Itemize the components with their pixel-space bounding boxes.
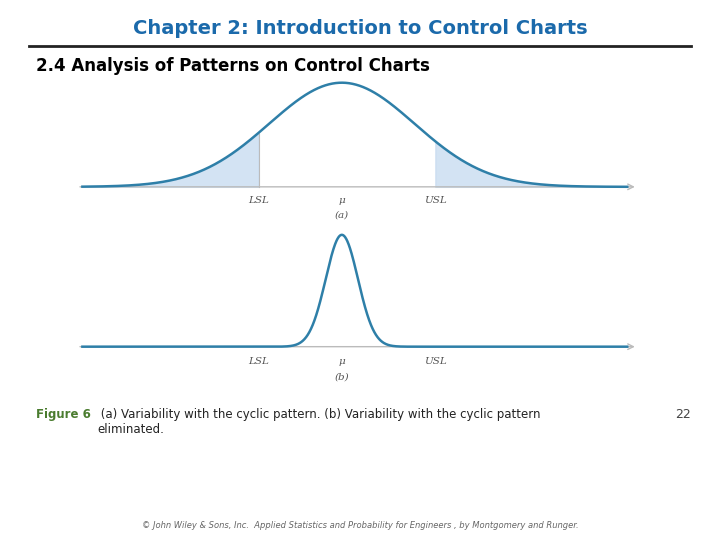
Text: (b): (b) (335, 373, 349, 381)
Text: Figure 6: Figure 6 (36, 408, 91, 421)
Text: LSL: LSL (248, 196, 269, 205)
Text: © John Wiley & Sons, Inc.  Applied Statistics and Probability for Engineers , by: © John Wiley & Sons, Inc. Applied Statis… (142, 521, 578, 530)
Text: 2.4 Analysis of Patterns on Control Charts: 2.4 Analysis of Patterns on Control Char… (36, 57, 430, 75)
Text: USL: USL (424, 196, 446, 205)
Text: μ: μ (338, 196, 345, 205)
Text: (a) Variability with the cyclic pattern. (b) Variability with the cyclic pattern: (a) Variability with the cyclic pattern.… (97, 408, 541, 436)
Text: 22: 22 (675, 408, 691, 421)
Text: μ: μ (338, 357, 345, 366)
Text: (a): (a) (335, 211, 349, 220)
Text: Chapter 2: Introduction to Control Charts: Chapter 2: Introduction to Control Chart… (132, 19, 588, 38)
Text: USL: USL (424, 357, 446, 366)
Text: LSL: LSL (248, 357, 269, 366)
